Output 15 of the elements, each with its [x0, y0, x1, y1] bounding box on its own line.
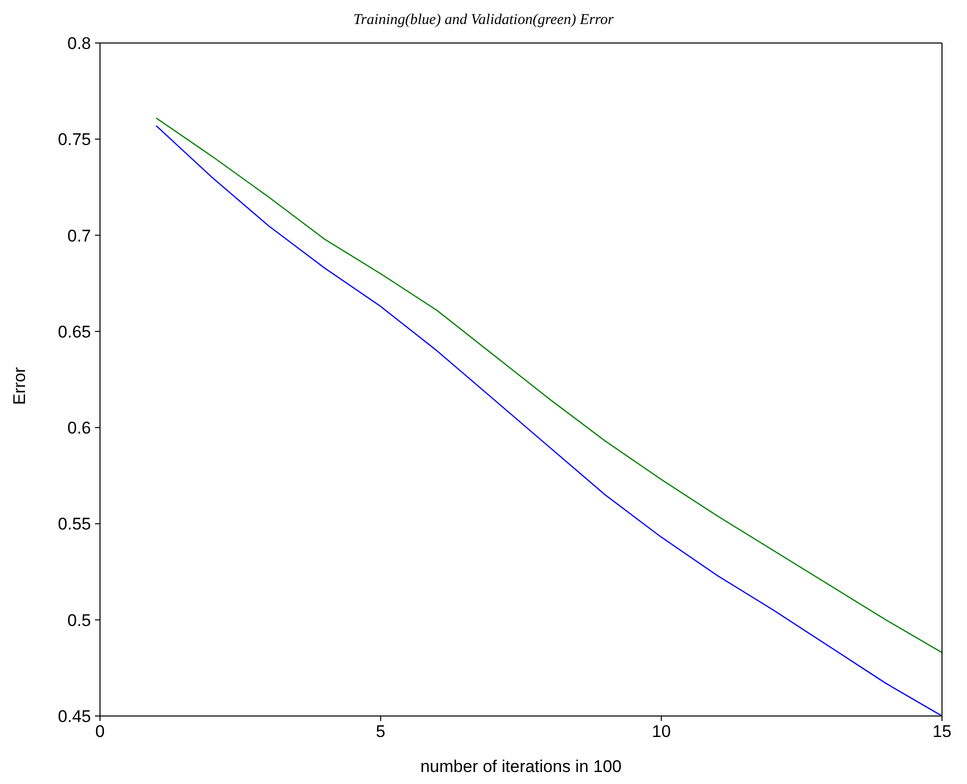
y-tick-label: 0.7 — [67, 226, 91, 246]
x-tick-label: 15 — [932, 722, 952, 742]
x-axis-title: number of iterations in 100 — [420, 757, 622, 776]
y-tick-label: 0.8 — [67, 34, 91, 54]
y-tick-label: 0.6 — [67, 418, 91, 438]
chart-title: Training(blue) and Validation(green) Error — [352, 12, 615, 29]
y-tick-label: 0.45 — [58, 707, 91, 726]
x-tick-label: 0 — [95, 722, 105, 742]
x-tick-label: 5 — [376, 722, 386, 742]
y-axis-title: Error — [10, 367, 30, 405]
y-tick-label: 0.5 — [67, 610, 91, 630]
y-tick-label: 0.65 — [58, 322, 91, 342]
y-tick-label: 0.55 — [58, 514, 91, 534]
y-tick-label: 0.75 — [58, 130, 91, 150]
x-tick-label: 10 — [652, 722, 671, 742]
